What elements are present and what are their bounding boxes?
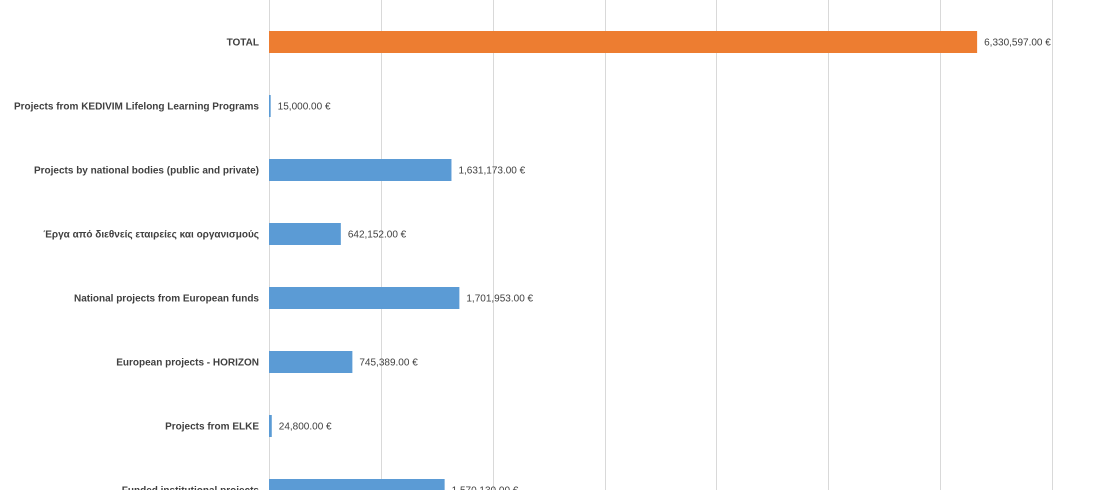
data-label: 642,152.00 € [348, 230, 407, 241]
category-label: National projects from European funds [74, 294, 259, 305]
bar [269, 479, 445, 490]
bar [269, 287, 460, 309]
category-label: Projects by national bodies (public and … [34, 166, 259, 177]
data-label: 1,570,130.00 € [452, 486, 519, 490]
category-label: Funded institutional projects [122, 486, 260, 490]
bar [269, 31, 978, 53]
data-label: 1,631,173.00 € [458, 166, 525, 177]
category-label: Projects from ELKE [165, 422, 259, 433]
bar [269, 415, 272, 437]
category-label: Projects from KEDIVIM Lifelong Learning … [14, 102, 259, 113]
bar [269, 159, 452, 181]
bars [269, 31, 978, 490]
category-label: TOTAL [227, 38, 259, 49]
gridlines [269, 0, 1053, 490]
data-label: 745,389.00 € [359, 358, 418, 369]
category-label: European projects - HORIZON [116, 358, 259, 369]
bar [269, 351, 353, 373]
data-label: 1,701,953.00 € [466, 294, 533, 305]
labels: TOTAL 6,330,597.00 € Projects from KEDIVIM… [14, 38, 1051, 490]
bar [269, 223, 341, 245]
bar [269, 95, 271, 117]
data-label: 6,330,597.00 € [984, 38, 1051, 49]
data-label: 15,000.00 € [278, 102, 331, 113]
category-label: Έργα από διεθνείς εταιρείες και οργανισμ… [43, 230, 259, 241]
data-label: 24,800.00 € [279, 422, 332, 433]
